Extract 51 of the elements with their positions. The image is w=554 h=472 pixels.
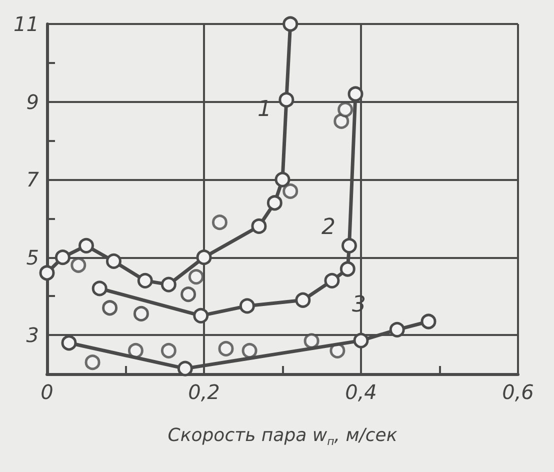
x-tick-label: 0,6 xyxy=(502,380,534,404)
point xyxy=(251,218,267,234)
point xyxy=(102,300,118,316)
point xyxy=(324,272,340,288)
point xyxy=(188,269,204,285)
point xyxy=(340,261,356,277)
point xyxy=(106,253,122,269)
point xyxy=(180,286,196,302)
point xyxy=(160,342,176,358)
point xyxy=(420,314,436,330)
point xyxy=(196,250,212,266)
y-tick-label: 7 xyxy=(26,168,40,192)
point xyxy=(304,333,320,349)
point xyxy=(137,272,153,288)
annotation: 2 xyxy=(321,214,336,240)
point xyxy=(160,276,176,292)
y-tick-label: 5 xyxy=(26,245,39,270)
point xyxy=(266,195,282,211)
point xyxy=(341,238,357,254)
point xyxy=(54,250,70,266)
point xyxy=(282,16,298,32)
point xyxy=(133,306,149,322)
point xyxy=(295,292,311,308)
point xyxy=(212,214,228,230)
point xyxy=(61,335,77,351)
point xyxy=(274,172,290,188)
point xyxy=(348,86,364,102)
point xyxy=(389,322,405,338)
point xyxy=(239,298,255,314)
point xyxy=(334,113,350,129)
annotation: 1 xyxy=(257,97,272,122)
y-tick-label: 9 xyxy=(26,90,39,114)
point xyxy=(84,354,100,370)
point xyxy=(282,183,298,199)
point xyxy=(242,342,258,358)
x-tick-label: 0,4 xyxy=(345,380,377,404)
point xyxy=(39,265,55,281)
x-tick-label: 0 xyxy=(40,380,54,404)
point xyxy=(70,257,86,273)
point xyxy=(338,102,354,118)
point xyxy=(218,340,234,356)
y-tick-label: 11 xyxy=(14,12,39,36)
point xyxy=(128,342,144,358)
point xyxy=(278,92,294,108)
point xyxy=(353,332,369,348)
point xyxy=(92,280,108,296)
point xyxy=(193,308,209,324)
y-tick-label: 3 xyxy=(26,323,39,348)
point xyxy=(78,238,94,254)
point xyxy=(177,360,193,376)
x-tick-label: 0,2 xyxy=(188,380,220,404)
